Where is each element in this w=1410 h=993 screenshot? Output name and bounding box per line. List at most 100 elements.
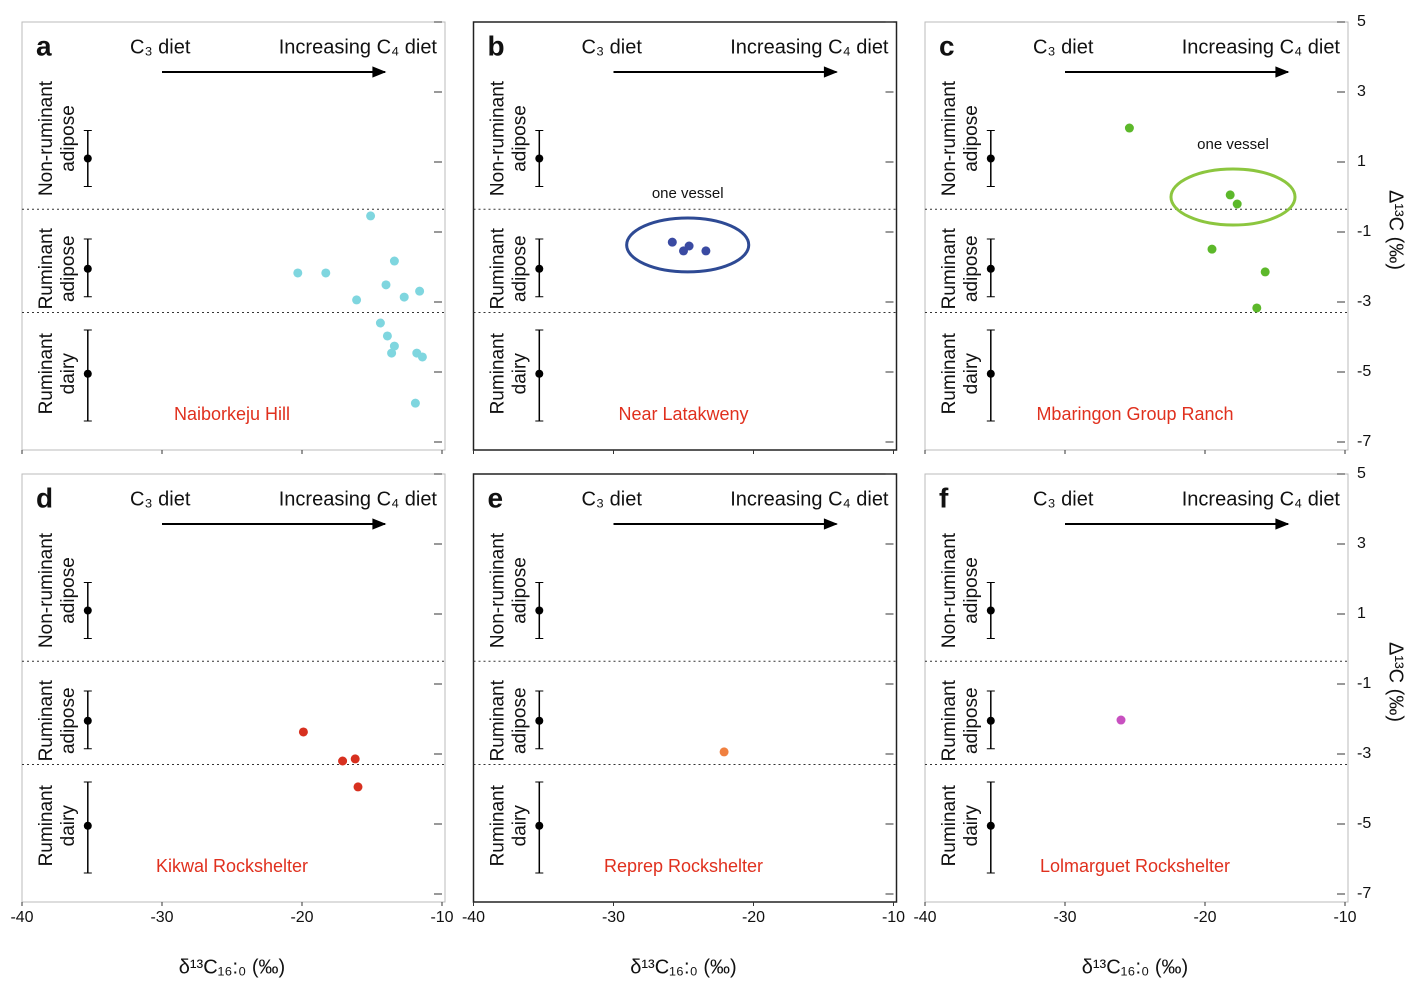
y-tick-label: 1 <box>1357 153 1366 170</box>
panel-letter: f <box>939 482 949 513</box>
reference-point <box>83 606 92 615</box>
reference-label: adipose <box>510 235 531 302</box>
y-tick-label: 3 <box>1357 535 1366 552</box>
panel-letter: c <box>939 30 955 61</box>
panel-frame <box>472 473 898 903</box>
reference-point <box>83 264 92 273</box>
data-point <box>719 747 729 757</box>
panel-frame <box>21 21 446 451</box>
site-label: Naiborkeju Hill <box>174 404 290 424</box>
y-axis-label: Δ¹³C (‰) <box>1385 642 1407 722</box>
reference-label: adipose <box>58 687 79 754</box>
diet-label: C₃ diet <box>1033 488 1094 510</box>
y-tick-label: -1 <box>1357 223 1371 240</box>
panel: c C₃ diet Increasing C₄ diet 5 3 1 -1 -3 -5 -7 Δ¹³… <box>924 13 1407 454</box>
reference-label: dairy <box>961 805 982 847</box>
reference-label: adipose <box>510 687 531 754</box>
reference-label: Ruminant <box>488 784 509 866</box>
reference-point <box>535 154 544 163</box>
reference-label: Ruminant <box>939 679 960 761</box>
panel-letter: b <box>488 30 505 61</box>
x-axis-label: δ¹³C₁₆:₀ (‰) <box>630 956 736 978</box>
x-tick-label: -30 <box>1053 909 1076 926</box>
reference-label: Non-ruminant <box>488 532 509 648</box>
data-point <box>1260 267 1270 277</box>
diet-label: C₃ diet <box>1033 36 1094 58</box>
reference-label: adipose <box>510 557 531 624</box>
vessel-ellipse <box>1169 167 1297 227</box>
data-point <box>1124 123 1134 133</box>
reference-label: adipose <box>961 687 982 754</box>
reference-label: Ruminant <box>488 332 509 414</box>
data-point <box>382 331 392 341</box>
reference-point <box>535 821 544 830</box>
data-point <box>679 246 688 256</box>
site-label: Lolmarguet Rockshelter <box>1040 856 1230 876</box>
reference-point <box>535 606 544 615</box>
data-point <box>1207 244 1217 254</box>
site-label: Kikwal Rockshelter <box>156 856 308 876</box>
data-point <box>298 727 308 737</box>
site-label: Mbaringon Group Ranch <box>1036 404 1233 424</box>
panel: e C₃ diet Increasing C₄ diet -40 -30 -20 -10 δ¹… <box>462 473 905 978</box>
x-tick-label: -40 <box>462 909 485 926</box>
reference-label: adipose <box>58 235 79 302</box>
reference-label: dairy <box>961 353 982 395</box>
reference-point <box>83 369 92 378</box>
reference-label: Ruminant <box>36 227 57 309</box>
diet-label: Increasing C₄ diet <box>1182 36 1341 58</box>
diet-label: Increasing C₄ diet <box>1182 488 1341 510</box>
diet-label: Increasing C₄ diet <box>279 488 438 510</box>
y-tick-label: -5 <box>1357 815 1371 832</box>
data-point <box>338 756 348 766</box>
reference-label: dairy <box>58 805 79 847</box>
x-tick-label: -30 <box>602 909 625 926</box>
x-axis-label: δ¹³C₁₆:₀ (‰) <box>1082 956 1188 978</box>
panel-frame <box>21 473 446 903</box>
x-tick-label: -20 <box>1193 909 1216 926</box>
data-point <box>381 280 391 290</box>
diet-label: Increasing C₄ diet <box>730 36 889 58</box>
reference-point <box>986 369 995 378</box>
x-tick-label: -10 <box>1333 909 1356 926</box>
x-tick-label: -40 <box>10 909 33 926</box>
data-point <box>353 782 363 792</box>
reference-label: dairy <box>58 353 79 395</box>
panel-frame <box>924 21 1349 451</box>
reference-label: Non-ruminant <box>36 532 57 648</box>
y-tick-label: -3 <box>1357 293 1371 310</box>
reference-label: Non-ruminant <box>488 80 509 196</box>
data-point <box>321 268 331 278</box>
panel-letter: a <box>36 30 52 61</box>
y-tick-label: 5 <box>1357 13 1366 30</box>
panel-letter: d <box>36 482 53 513</box>
reference-point <box>986 264 995 273</box>
reference-point <box>535 716 544 725</box>
y-tick-label: -5 <box>1357 363 1371 380</box>
diet-label: C₃ diet <box>130 36 191 58</box>
data-point <box>399 292 409 302</box>
y-tick-label: -1 <box>1357 675 1371 692</box>
panel: d C₃ diet Increasing C₄ diet -40 -30 -20 -10 δ¹… <box>10 473 454 978</box>
y-tick-label: -3 <box>1357 745 1371 762</box>
x-tick-label: -10 <box>430 909 453 926</box>
reference-label: adipose <box>961 557 982 624</box>
y-tick-label: -7 <box>1357 433 1371 450</box>
data-point <box>293 268 303 278</box>
diet-label: C₃ diet <box>130 488 191 510</box>
annotation: one vessel <box>1197 136 1269 153</box>
x-tick-label: -20 <box>742 909 765 926</box>
y-tick-label: 1 <box>1357 605 1366 622</box>
data-point <box>1116 715 1126 725</box>
data-point <box>1232 199 1242 209</box>
reference-label: Ruminant <box>488 227 509 309</box>
data-point <box>667 237 677 247</box>
reference-label: Ruminant <box>36 332 57 414</box>
reference-label: dairy <box>510 353 531 395</box>
site-label: Near Latakweny <box>618 404 748 424</box>
data-point <box>417 352 427 362</box>
reference-label: adipose <box>58 105 79 172</box>
panel: f C₃ diet Increasing C₄ diet 5 3 1 -1 -3 -5 -7 -40… <box>913 465 1406 978</box>
panel-letter: e <box>488 482 504 513</box>
